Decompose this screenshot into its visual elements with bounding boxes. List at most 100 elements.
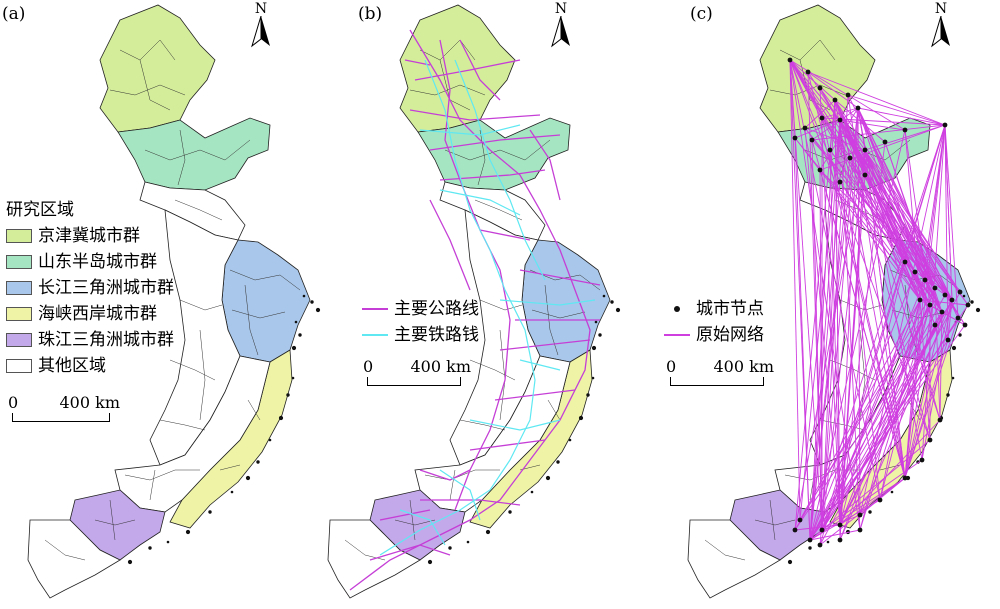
legend-title: 研究区域 [6,200,74,220]
district-boundary [139,59,171,111]
network-edge [807,71,906,479]
network-edge [809,181,841,541]
district-boundary [229,269,301,291]
city-node [837,117,843,123]
legend-network: 城市节点 原始网络 [664,296,764,348]
city-node [845,92,851,98]
network-edge [807,71,946,126]
legend-transport: 主要公路线 主要铁路钱 [362,296,479,348]
network-edge [811,139,823,531]
district-boundary [754,519,796,526]
city-node [945,337,951,343]
map-panel-c [687,4,981,599]
island-mark [594,320,598,324]
city-node [802,125,808,131]
region-yangtze [521,239,611,363]
scale-end: 400 km [410,357,472,376]
network-edge [904,299,953,479]
rail-line [499,299,596,306]
network-edge [904,339,949,479]
city-node [792,135,798,141]
island-mark [826,540,830,544]
network-edge [847,94,946,126]
island-mark [951,345,957,351]
legend-item: 主要公路线 [362,296,479,322]
island-mark [530,490,534,494]
district-boundary [44,539,86,561]
swatch-yangtze [6,281,32,295]
legend-label: 珠江三角洲城市群 [38,330,174,350]
city-node [927,437,933,443]
legend-label: 原始网络 [696,325,764,345]
road-line [349,29,591,591]
island-mark [208,510,212,514]
city-node [949,297,955,303]
island-mark [591,345,597,351]
road-line [459,39,501,101]
rail-line [379,59,536,556]
city-node [827,147,833,153]
legend-label: 长江三角洲城市群 [38,278,174,298]
district-boundary [94,519,136,526]
district-boundary [891,309,946,319]
city-node [807,537,813,543]
legend-label: 京津冀城市群 [38,226,140,246]
road-line [420,499,521,506]
network-edge [821,149,866,531]
rail-line [399,509,446,546]
road-line [439,169,546,181]
city-node [962,322,968,328]
network-edge [834,99,906,479]
north-arrow-icon: N [926,2,956,48]
district-boundary [444,139,551,161]
region-shandong [117,117,271,191]
network-edge [839,141,886,526]
city-node [919,457,925,463]
network-edge [821,107,859,119]
city-node [832,97,838,103]
legend-study-area: 研究区域 京津冀城市群 山东半岛城市群 长江三角洲城市群 海峡西岸城市群 珠江三… [6,197,174,379]
city-node [817,85,823,91]
island-mark [578,415,584,421]
region-jingjinji [399,4,516,133]
legend-item: 其他区域 [6,353,174,379]
island-mark [508,510,512,514]
city-node [957,289,963,295]
network-edge [924,279,953,301]
rail-line [439,469,481,521]
island-mark [291,376,295,380]
district-boundary [144,139,251,161]
island-mark [302,294,306,298]
network-edge [789,59,801,521]
city-node [847,155,853,161]
district-boundary [459,419,506,431]
north-label: N [934,1,948,17]
network-edge [809,129,906,541]
network-edge [839,107,859,526]
island-mark [568,438,572,442]
road-line [409,109,541,121]
district-boundary [779,39,836,61]
island-mark [787,559,793,565]
island-mark [256,460,260,464]
legend-label: 其他区域 [38,356,106,376]
island-mark [975,307,981,313]
city-node [927,302,933,308]
network-edge [944,124,949,341]
legend-item: 山东半岛城市群 [6,249,174,275]
scale-start: 0 [666,357,677,376]
island-mark [946,393,950,397]
network-edge [939,311,943,421]
north-arrow-icon: N [546,2,576,48]
island-mark [166,540,170,544]
network-edge [799,299,921,521]
rail-line [519,359,561,371]
scale-start: 0 [363,357,374,376]
network-edge [809,294,946,541]
panel-label-c: (c) [690,4,713,24]
network-edge [839,324,936,526]
swatch-pearl-river [6,333,32,347]
network-edge [809,124,946,541]
city-node [932,322,938,328]
road-line [439,39,511,511]
